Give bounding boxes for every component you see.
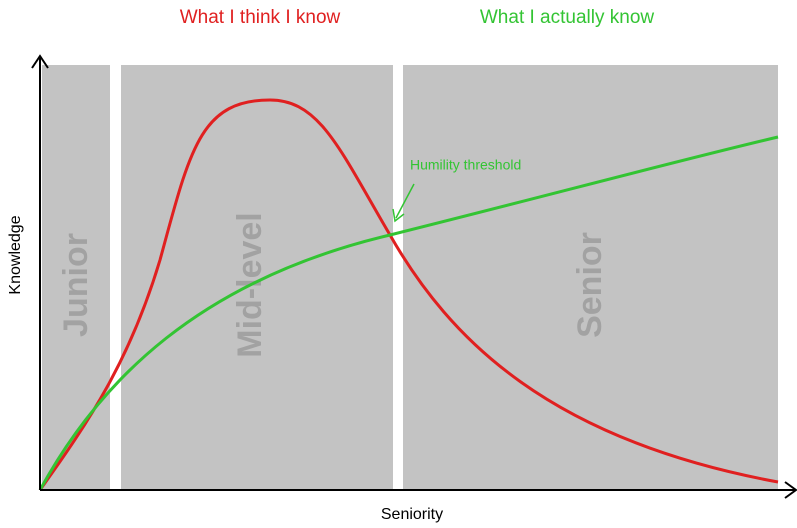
- band-senior: [403, 65, 778, 490]
- think-curve: [38, 98, 779, 491]
- think-title: What I think I know: [180, 7, 341, 28]
- band-mid: [121, 65, 393, 490]
- actual-title: What I actually know: [480, 7, 655, 28]
- actual-curve: [38, 135, 779, 491]
- annotation-arrowhead: [392, 208, 405, 223]
- band-label: Junior: [57, 233, 95, 337]
- annotation: Humility threshold: [410, 157, 521, 173]
- annotation-arrow: [395, 183, 415, 219]
- x-axis-label: Seniority: [381, 506, 443, 523]
- band-junior: [42, 65, 110, 490]
- band-label: Senior: [571, 232, 609, 338]
- y-arrow: [31, 54, 49, 69]
- x-arrow: [784, 481, 797, 499]
- y-axis-label: Knowledge: [7, 215, 24, 294]
